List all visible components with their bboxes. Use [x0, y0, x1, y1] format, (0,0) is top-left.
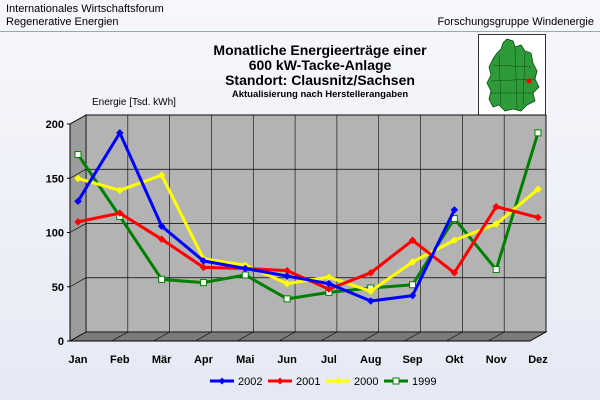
- series-line-1999: [76, 132, 540, 301]
- data-point-1999: [158, 275, 166, 283]
- data-point-2000: [408, 258, 417, 266]
- y-tick-label: 150: [46, 173, 64, 185]
- header-group: Forschungsgruppe Windenergie: [437, 16, 594, 28]
- header-organization: Internationales Wirtschaftsforum Regener…: [6, 3, 164, 29]
- x-tick-label: Mär: [152, 354, 172, 366]
- x-gridline: [195, 115, 212, 342]
- x-tick-label: Jul: [321, 354, 337, 366]
- y-gridline: [69, 277, 546, 288]
- data-point-2002: [325, 279, 333, 288]
- data-point-2002: [199, 257, 208, 265]
- x-tick-label: Dez: [528, 354, 548, 366]
- data-point-2002: [283, 272, 291, 280]
- x-tick-label: Sep: [402, 354, 422, 366]
- y-axis-label: Energie [Tsd. kWh]: [92, 97, 176, 108]
- data-point-1999: [199, 279, 207, 287]
- plot-floor: [68, 331, 548, 342]
- legend-label-2001: 2001: [296, 376, 320, 388]
- x-gridline: [488, 115, 505, 342]
- data-point-2002: [450, 206, 459, 214]
- y-gridline: [69, 223, 546, 233]
- data-point-2002: [408, 291, 417, 300]
- data-point-2000: [115, 186, 124, 195]
- legend-marker-2001: [276, 377, 284, 385]
- y-tick-label: 100: [46, 228, 64, 240]
- data-point-2001: [157, 235, 166, 244]
- data-point-2001: [408, 236, 417, 245]
- data-point-2000: [74, 174, 82, 183]
- data-point-2001: [115, 209, 124, 217]
- y-gridline: [69, 168, 546, 179]
- x-tick-label: Jan: [69, 354, 88, 366]
- org-name-line1: Internationales Wirtschaftsforum: [6, 3, 164, 15]
- data-point-2000: [534, 185, 542, 194]
- x-tick-label: Okt: [445, 354, 464, 366]
- data-point-2002: [74, 197, 82, 206]
- legend-label-1999: 1999: [412, 376, 436, 388]
- x-tick-label: Feb: [110, 354, 130, 366]
- legend-label-2000: 2000: [354, 376, 378, 388]
- x-tick-label: Jun: [277, 354, 297, 366]
- legend-marker-2000: [334, 377, 342, 385]
- y-gridline: [69, 114, 546, 125]
- data-point-2001: [534, 213, 542, 222]
- data-point-2000: [450, 236, 459, 245]
- data-point-2001: [199, 263, 208, 272]
- title-line3: Standort: Clausnitz/Sachsen: [225, 72, 415, 88]
- data-point-1999: [283, 295, 291, 303]
- data-point-2001: [74, 217, 82, 226]
- data-point-1999: [241, 271, 249, 279]
- data-point-2002: [366, 297, 375, 305]
- x-gridline: [446, 115, 463, 342]
- data-point-2000: [283, 279, 291, 288]
- title-line1: Monatliche Energieerträge einer: [213, 42, 427, 58]
- data-point-1999: [492, 266, 500, 274]
- x-gridline: [529, 115, 547, 342]
- legend-marker-1999: [392, 377, 400, 385]
- y-tick-label: 50: [52, 282, 64, 294]
- x-tick-label: Aug: [360, 354, 381, 366]
- data-point-2001: [325, 285, 333, 293]
- data-point-2000: [492, 220, 501, 228]
- data-point-1999: [74, 151, 82, 159]
- location-marker: [526, 78, 532, 84]
- data-point-2002: [115, 128, 124, 137]
- x-gridline: [153, 115, 170, 342]
- germany-map-icon: [486, 38, 540, 112]
- data-point-2001: [492, 202, 501, 211]
- title-line4: Aktualisierung nach Herstellerangaben: [231, 89, 409, 100]
- x-gridline: [237, 115, 254, 342]
- x-tick-label: Mai: [236, 354, 254, 366]
- x-gridline: [320, 115, 338, 342]
- data-point-2002: [241, 264, 250, 273]
- data-point-2002: [157, 222, 166, 231]
- title-line2: 600 kW-Tacke-Anlage: [248, 57, 392, 73]
- data-point-1999: [534, 129, 542, 137]
- series-line-2002: [76, 131, 456, 303]
- data-point-2000: [366, 287, 375, 296]
- legend-marker-2002: [218, 377, 226, 385]
- x-gridline: [278, 115, 296, 342]
- header-divider: [0, 31, 600, 32]
- y-tick-label: 0: [58, 336, 64, 348]
- chart-title: Monatliche Energieerträge einer 600 kW-T…: [170, 43, 470, 101]
- org-name-line2: Regenerative Energien: [6, 16, 119, 28]
- x-tick-label: Nov: [486, 354, 508, 366]
- y-tick-label: 200: [46, 119, 64, 131]
- data-point-2001: [366, 268, 375, 277]
- legend-label-2002: 2002: [238, 376, 262, 388]
- data-point-2001: [450, 268, 459, 277]
- x-gridline: [362, 115, 380, 342]
- data-point-1999: [409, 281, 417, 289]
- x-gridline: [404, 115, 421, 342]
- location-map: [478, 34, 546, 116]
- x-tick-label: Apr: [194, 354, 214, 366]
- data-point-2000: [157, 171, 166, 180]
